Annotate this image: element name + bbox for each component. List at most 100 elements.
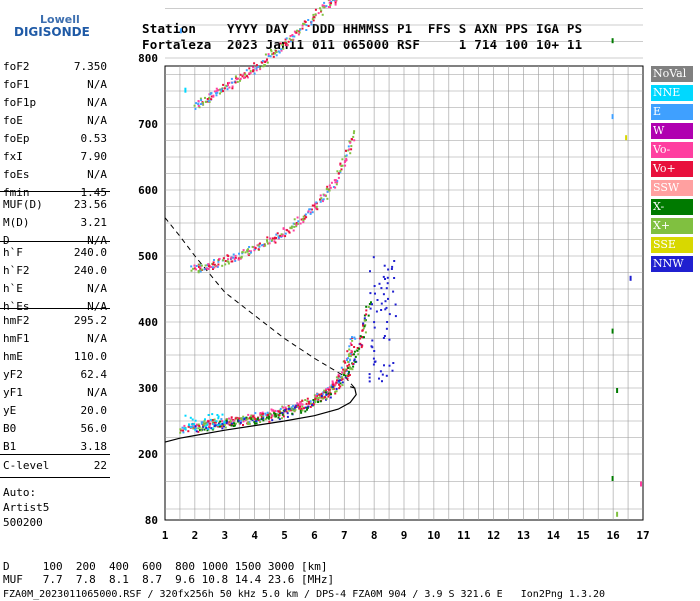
echo-point <box>257 244 260 247</box>
echo-point <box>341 378 344 381</box>
param-value: N/A <box>87 78 107 91</box>
echo-point <box>359 337 362 340</box>
param-value: 7.350 <box>73 60 107 73</box>
echo-point <box>257 419 260 422</box>
x-tick-label: 16 <box>607 529 621 542</box>
echo-point <box>275 54 278 57</box>
echo-point <box>356 349 359 352</box>
echo-point <box>237 258 240 261</box>
echo-point <box>267 242 269 245</box>
x-tick-label: 1 <box>162 529 169 542</box>
echo-point <box>221 420 224 423</box>
echo-point <box>309 211 312 214</box>
echo-point <box>220 88 223 91</box>
echo-point-nnw <box>373 326 376 329</box>
echo-point <box>319 396 322 399</box>
echo-point <box>210 427 213 430</box>
echo-point <box>217 422 220 425</box>
echo-point <box>280 233 283 236</box>
echo-point <box>213 418 216 421</box>
echo-point <box>212 94 215 97</box>
echo-point <box>206 429 209 432</box>
echo-point <box>335 388 338 390</box>
echo-point <box>255 67 258 70</box>
echo-point-nnw <box>393 277 396 279</box>
echo-point-nnw <box>369 292 372 295</box>
echo-point <box>291 35 294 38</box>
echo-point-nne <box>211 427 214 430</box>
echo-point <box>199 267 202 270</box>
echo-point-nnw <box>373 321 376 324</box>
echo-point <box>337 373 340 376</box>
echo-point-nnw <box>392 290 395 293</box>
echo-point-nnw <box>380 309 383 311</box>
param-key: MUF(D) <box>3 198 43 211</box>
echo-point <box>217 263 220 266</box>
echo-point <box>295 406 298 409</box>
echo-point-nne <box>204 418 206 421</box>
echo-point <box>351 368 354 371</box>
echo-point-nne <box>194 419 197 422</box>
echo-point <box>347 370 350 373</box>
echo-point <box>365 313 368 316</box>
echo-point-nne <box>223 420 226 423</box>
echo-point-nne <box>207 414 210 416</box>
echo-point <box>243 76 245 79</box>
echo-point <box>351 353 354 356</box>
echo-point <box>234 81 237 84</box>
echo-point <box>347 357 350 360</box>
echo-point <box>361 344 364 347</box>
echo-point <box>328 0 331 2</box>
echo-point <box>222 90 224 93</box>
echo-point <box>202 103 205 106</box>
echo-point-nnw <box>383 264 386 267</box>
echo-point <box>289 226 292 229</box>
echo-point <box>240 255 243 258</box>
echo-point <box>339 162 342 165</box>
echo-point <box>278 51 281 54</box>
echo-point <box>329 396 332 399</box>
param-value: 3.21 <box>80 216 108 229</box>
echo-point <box>314 394 317 397</box>
echo-point <box>233 424 236 427</box>
echo-point <box>301 403 304 406</box>
echo-point <box>314 399 317 402</box>
echo-point <box>340 165 343 167</box>
echo-point <box>290 407 293 410</box>
echo-point <box>304 213 307 216</box>
echo-point <box>295 222 298 224</box>
echo-point <box>276 413 279 416</box>
param-row: fmin 1.45 <box>3 184 107 202</box>
echo-point <box>354 360 357 363</box>
echo-point <box>311 211 314 214</box>
echo-point <box>236 80 239 83</box>
param-key: foF1p <box>3 96 37 109</box>
echo-point <box>284 38 287 41</box>
echo-point <box>214 421 217 424</box>
echo-point-nne <box>188 423 190 426</box>
echo-point <box>345 368 348 371</box>
echo-point <box>321 392 324 395</box>
echo-point <box>210 95 213 98</box>
echo-point <box>247 421 250 424</box>
param-value: N/A <box>87 386 107 399</box>
echo-point <box>347 374 350 377</box>
echo-point <box>254 420 257 423</box>
echo-point <box>271 419 274 422</box>
echo-point <box>278 235 280 238</box>
echo-point <box>293 222 296 225</box>
legend-vo-: Vo+ <box>651 161 693 177</box>
echo-point <box>199 103 202 106</box>
echo-point <box>285 43 288 46</box>
echo-point <box>316 393 319 396</box>
echo-point <box>338 387 341 390</box>
echo-point <box>309 405 312 408</box>
echo-point <box>345 357 348 360</box>
echo-point <box>335 390 338 393</box>
echo-point-nnw <box>383 364 385 367</box>
param-value: 22 <box>93 459 107 472</box>
echo-point <box>200 99 203 102</box>
echo-point <box>246 75 248 78</box>
echo-point <box>367 314 370 317</box>
echo-point <box>320 393 323 396</box>
